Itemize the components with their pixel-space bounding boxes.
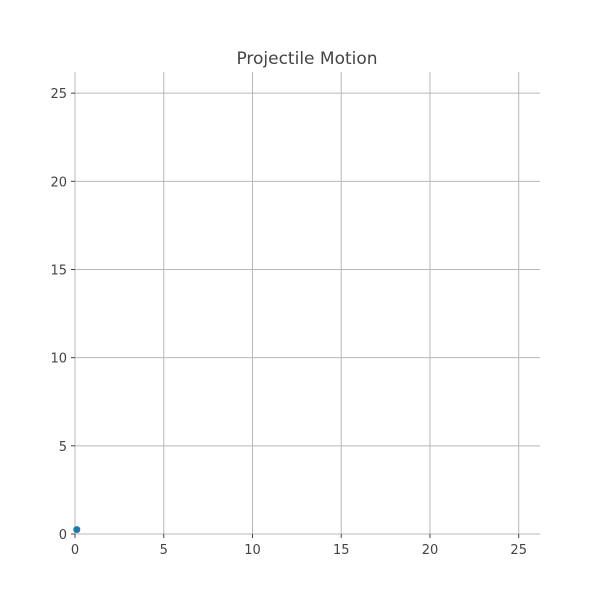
x-tick-label-4: 20 xyxy=(422,543,439,558)
x-tick-label-0: 0 xyxy=(71,543,79,558)
y-tick-label-3: 15 xyxy=(50,263,67,278)
data-points xyxy=(73,526,81,534)
y-tick-label-1: 5 xyxy=(59,440,67,455)
x-tick-label-5: 25 xyxy=(510,543,527,558)
x-tick-label-1: 5 xyxy=(160,543,168,558)
y-tick-label-5: 25 xyxy=(50,87,67,102)
data-point-0-0 xyxy=(73,526,81,534)
x-axis: 0 5 10 15 20 25 xyxy=(71,534,527,558)
y-tick-label-2: 10 xyxy=(50,352,67,367)
y-axis: 0 5 10 15 20 25 xyxy=(50,87,75,543)
chart-title: Projectile Motion xyxy=(236,49,377,69)
y-tick-label-0: 0 xyxy=(59,528,67,543)
grid xyxy=(74,72,540,535)
x-tick-label-2: 10 xyxy=(244,543,261,558)
y-tick-label-4: 20 xyxy=(50,175,67,190)
x-tick-label-3: 15 xyxy=(333,543,350,558)
